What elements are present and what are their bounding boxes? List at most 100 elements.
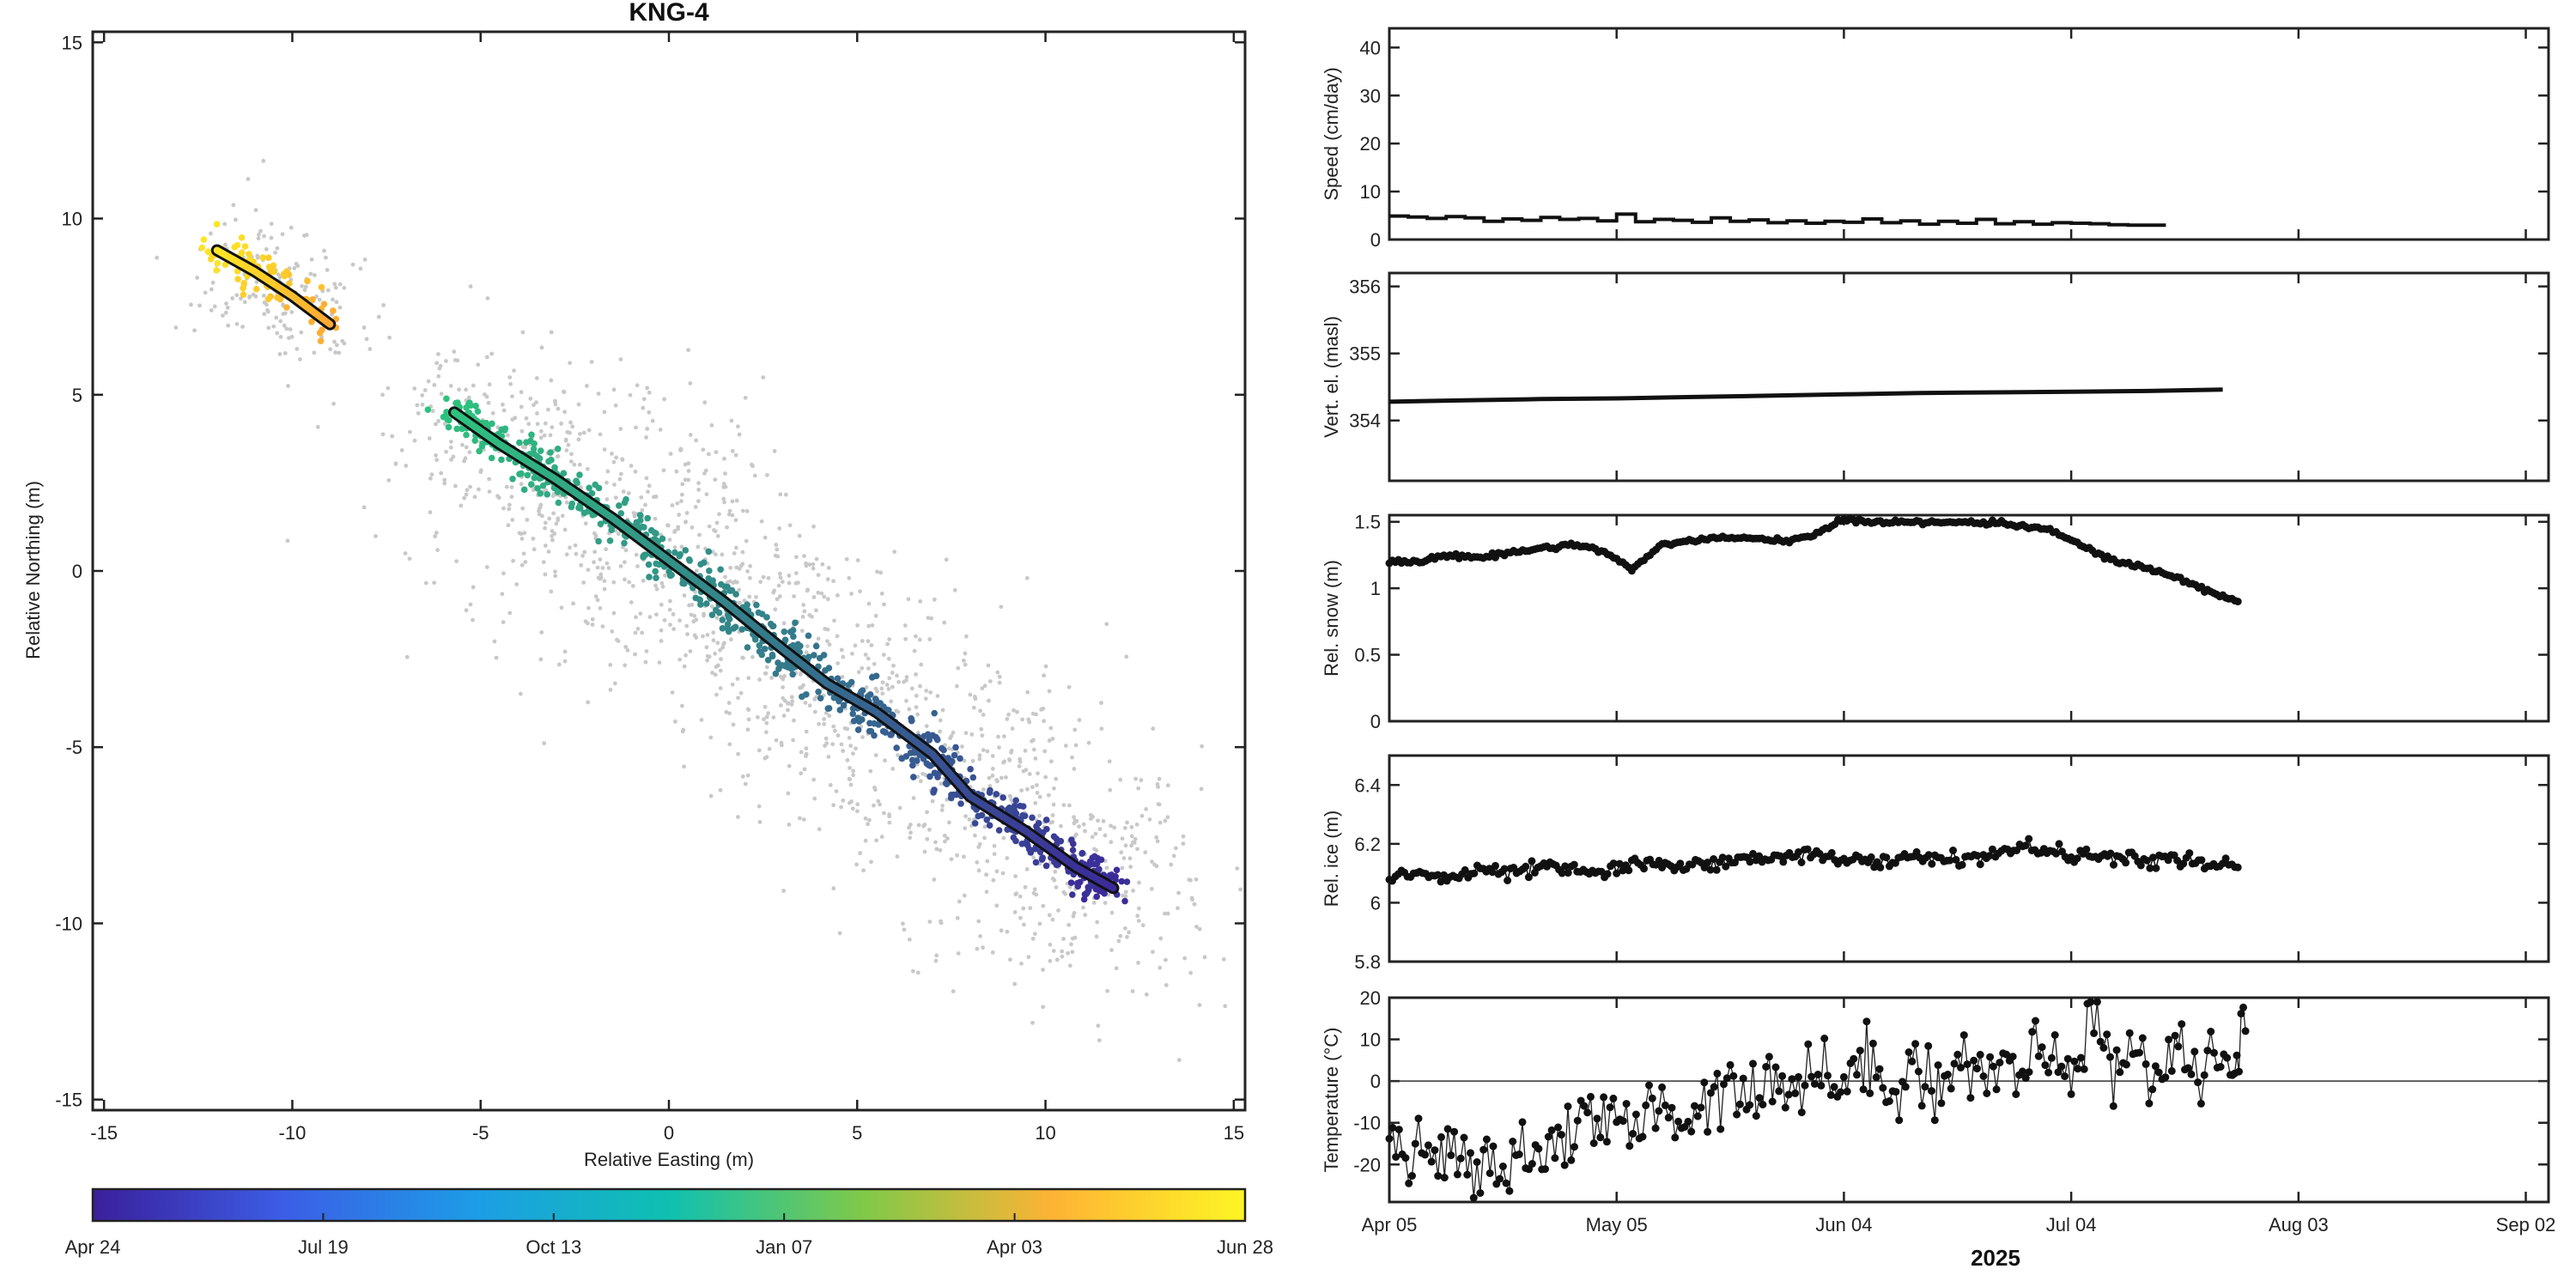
background-point (334, 343, 339, 348)
track-point (1123, 878, 1131, 885)
background-point (904, 698, 908, 703)
temp-point (1467, 1149, 1474, 1157)
background-point (711, 630, 716, 635)
track-point (204, 248, 212, 256)
track-point (1109, 872, 1117, 880)
background-point (748, 563, 752, 568)
colorbar-tick-label: Jun 28 (1217, 1236, 1273, 1258)
temp-point (1765, 1053, 1773, 1061)
background-point (796, 580, 800, 586)
background-point (328, 347, 333, 352)
temp-point (1571, 1143, 1578, 1151)
track-line (451, 409, 1117, 892)
background-point (764, 755, 769, 760)
background-point (333, 350, 337, 355)
track-point (606, 537, 614, 544)
temp-point (1957, 1064, 1965, 1072)
background-point (686, 469, 691, 473)
y-tick-label: 6.4 (1354, 774, 1381, 796)
temp-point (1498, 1163, 1507, 1170)
ice-point (1440, 871, 1448, 879)
background-point (223, 310, 228, 315)
track-point (304, 277, 311, 285)
background-point (1060, 949, 1065, 954)
temp-point (2112, 1046, 2121, 1054)
background-point (801, 817, 806, 822)
background-point (769, 675, 775, 680)
background-point (437, 366, 442, 371)
background-point (717, 512, 721, 517)
background-point (702, 400, 708, 405)
background-point (764, 720, 769, 725)
background-point (822, 722, 827, 726)
background-point (952, 587, 957, 592)
background-point (549, 589, 554, 594)
background-point (256, 232, 261, 237)
temp-point (2165, 1035, 2173, 1044)
temp-point (1937, 1099, 1946, 1108)
background-point (686, 348, 690, 353)
background-point (844, 556, 849, 562)
background-point (350, 262, 355, 267)
background-point (932, 597, 937, 602)
temp-point (1914, 1067, 1923, 1076)
track-point (586, 484, 592, 492)
background-point (337, 282, 343, 287)
background-point (390, 434, 395, 439)
ice-point (1722, 862, 1730, 871)
track-point (516, 439, 523, 446)
ice-point (2073, 854, 2081, 863)
background-point (289, 334, 295, 339)
background-point (1027, 772, 1032, 776)
background-point (265, 308, 270, 313)
track-point (1084, 883, 1092, 891)
track-point (724, 625, 732, 632)
background-point (282, 323, 287, 328)
ice-point (1625, 866, 1633, 875)
background-point (1109, 823, 1114, 829)
background-point (256, 236, 261, 241)
background-point (556, 518, 561, 523)
background-point (872, 786, 877, 790)
background-point (449, 440, 453, 444)
background-point (973, 696, 978, 701)
background-point (940, 707, 945, 713)
background-point (404, 464, 409, 468)
background-point (944, 557, 949, 562)
background-point (961, 658, 966, 663)
background-point (1173, 846, 1178, 851)
background-point (805, 588, 810, 593)
background-point (274, 315, 279, 320)
background-point (1163, 983, 1169, 987)
background-point (762, 717, 766, 722)
background-point (925, 836, 930, 841)
background-point (459, 503, 464, 508)
background-point (904, 675, 909, 679)
background-point (1135, 847, 1139, 852)
background-point (173, 325, 179, 330)
background-point (812, 697, 817, 701)
background-point (889, 699, 894, 704)
background-point (665, 523, 670, 528)
background-point (562, 649, 568, 654)
track-point (871, 732, 878, 739)
background-point (454, 559, 459, 564)
background-point (918, 599, 923, 604)
background-point (688, 649, 693, 653)
temp-point (2077, 1053, 2085, 1062)
background-point (800, 614, 805, 619)
background-point (654, 586, 659, 592)
background-point (596, 392, 601, 396)
temp-point (1859, 1085, 1868, 1094)
panel-frame (1388, 754, 2550, 963)
temp-point (1600, 1093, 1608, 1102)
background-point (605, 480, 609, 485)
background-point (680, 729, 685, 734)
background-point (1200, 744, 1205, 749)
background-point (251, 292, 256, 297)
background-point (984, 889, 989, 895)
background-point (386, 386, 391, 391)
background-point (713, 477, 718, 483)
background-point (484, 355, 489, 360)
